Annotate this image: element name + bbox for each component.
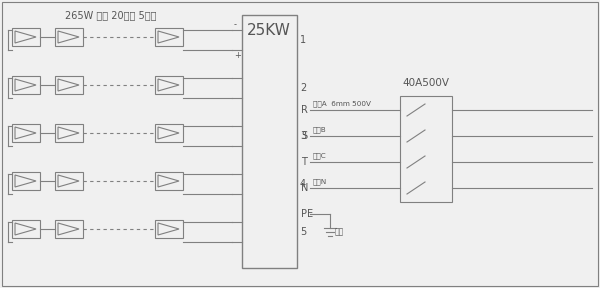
Text: 铜线A  6mm 500V: 铜线A 6mm 500V <box>313 101 371 107</box>
Bar <box>12 124 40 142</box>
Text: N: N <box>301 183 308 193</box>
Text: 2: 2 <box>300 83 306 93</box>
Bar <box>155 220 183 238</box>
Text: 铜线B: 铜线B <box>313 126 327 133</box>
Text: R: R <box>301 105 308 115</box>
Text: PE: PE <box>301 209 313 219</box>
Bar <box>55 28 83 46</box>
Bar <box>155 172 183 190</box>
Bar <box>12 28 40 46</box>
Text: 5: 5 <box>300 227 306 237</box>
Bar <box>12 172 40 190</box>
Text: T: T <box>301 157 307 167</box>
Bar <box>55 76 83 94</box>
Bar <box>12 76 40 94</box>
Bar <box>12 220 40 238</box>
Bar <box>400 96 452 202</box>
Text: +: + <box>234 51 241 60</box>
Bar <box>155 124 183 142</box>
Text: 零线N: 零线N <box>313 178 327 185</box>
Text: -: - <box>234 20 237 29</box>
Bar <box>155 28 183 46</box>
Bar <box>242 15 297 268</box>
Text: 1: 1 <box>300 35 306 45</box>
Text: 3: 3 <box>300 131 306 141</box>
Text: 40A500V: 40A500V <box>403 78 449 88</box>
Bar <box>155 76 183 94</box>
Bar <box>55 172 83 190</box>
Text: 265W 组件 20串联 5并联: 265W 组件 20串联 5并联 <box>65 10 157 20</box>
Bar <box>55 220 83 238</box>
Text: 铜线C: 铜线C <box>313 152 327 159</box>
Text: 25KW: 25KW <box>247 23 291 38</box>
Text: 4: 4 <box>300 179 306 189</box>
Text: S: S <box>301 131 307 141</box>
Bar <box>55 124 83 142</box>
Text: 接地: 接地 <box>335 228 344 236</box>
